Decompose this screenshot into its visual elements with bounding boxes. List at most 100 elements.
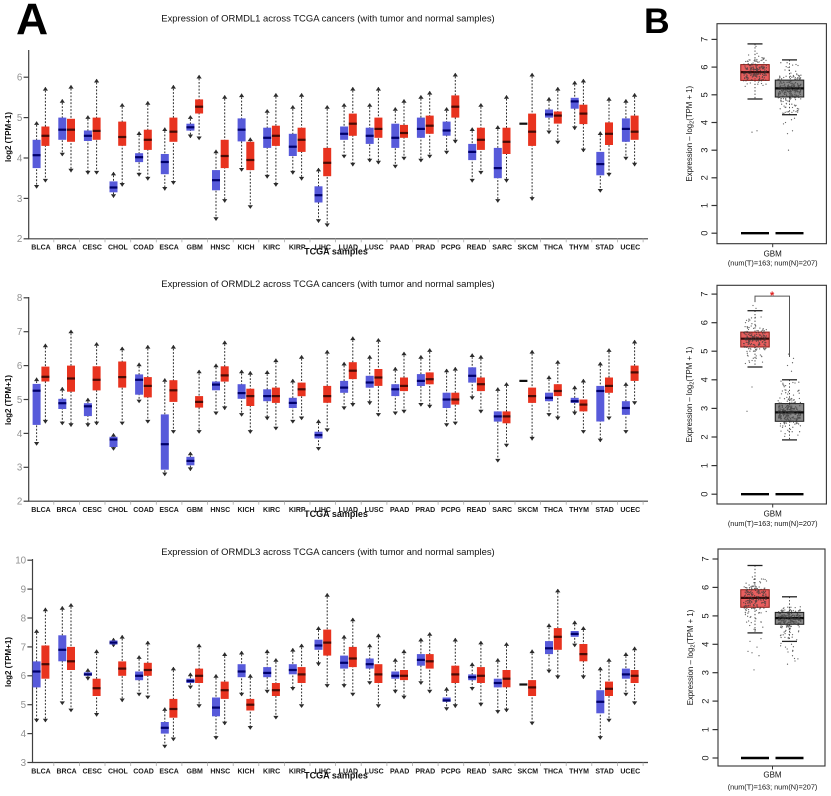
svg-text:UCEC: UCEC	[620, 769, 640, 776]
svg-text:ESCA: ESCA	[159, 769, 178, 776]
svg-text:LIHC: LIHC	[315, 507, 331, 514]
svg-text:7: 7	[700, 37, 710, 42]
svg-text:PRAD: PRAD	[415, 507, 435, 514]
svg-text:1: 1	[700, 203, 710, 208]
svg-text:3: 3	[701, 670, 711, 675]
svg-text:log2 (TPM+1): log2 (TPM+1)	[4, 637, 13, 687]
svg-text:CHOL: CHOL	[108, 507, 129, 514]
svg-text:TCGA samples: TCGA samples	[304, 509, 368, 519]
svg-text:BRCA: BRCA	[56, 769, 76, 776]
svg-text:5: 5	[17, 113, 23, 124]
svg-text:KIRC: KIRC	[263, 769, 280, 776]
svg-text:log2 (TPM+1): log2 (TPM+1)	[4, 375, 13, 425]
svg-text:6: 6	[700, 65, 710, 70]
svg-text:STAD: STAD	[595, 245, 614, 252]
svg-text:(num(T)=163; num(N)=207): (num(T)=163; num(N)=207)	[728, 783, 818, 792]
svg-text:0: 0	[700, 492, 710, 497]
svg-text:LUAD: LUAD	[339, 769, 358, 776]
svg-text:GBM: GBM	[187, 245, 204, 252]
svg-text:PAAD: PAAD	[390, 507, 409, 514]
svg-text:1: 1	[700, 463, 710, 468]
svg-text:COAD: COAD	[133, 245, 154, 252]
svg-text:CESC: CESC	[82, 507, 101, 514]
svg-text:2: 2	[17, 234, 22, 245]
svg-text:LUAD: LUAD	[339, 245, 358, 252]
svg-text:Expression of ORMDL1 across TC: Expression of ORMDL1 across TCGA cancers…	[161, 14, 494, 25]
svg-text:7: 7	[21, 642, 26, 653]
svg-text:*: *	[770, 290, 775, 302]
svg-text:7: 7	[700, 292, 710, 297]
svg-text:5: 5	[700, 92, 710, 97]
svg-text:THCA: THCA	[544, 507, 563, 514]
svg-text:3: 3	[17, 463, 23, 474]
svg-text:KIRC: KIRC	[263, 245, 280, 252]
svg-text:2: 2	[700, 175, 710, 180]
svg-text:B: B	[644, 1, 670, 41]
svg-text:COAD: COAD	[133, 769, 154, 776]
svg-text:PRAD: PRAD	[415, 245, 435, 252]
svg-text:6: 6	[701, 585, 711, 590]
svg-text:COAD: COAD	[133, 507, 154, 514]
svg-text:ESCA: ESCA	[159, 245, 178, 252]
svg-text:6: 6	[700, 320, 710, 325]
svg-text:HNSC: HNSC	[210, 507, 230, 514]
svg-text:GBM: GBM	[764, 250, 783, 259]
svg-text:5: 5	[701, 613, 711, 618]
svg-text:CHOL: CHOL	[108, 769, 129, 776]
svg-text:2: 2	[701, 699, 711, 704]
svg-text:THYM: THYM	[569, 507, 589, 514]
svg-text:8: 8	[21, 613, 27, 624]
svg-text:READ: READ	[467, 507, 487, 514]
svg-text:5: 5	[21, 700, 27, 711]
svg-text:7: 7	[17, 327, 22, 338]
svg-text:KICH: KICH	[237, 769, 254, 776]
svg-text:4: 4	[700, 120, 710, 125]
svg-text:LUSC: LUSC	[365, 507, 384, 514]
svg-text:LIHC: LIHC	[315, 245, 331, 252]
svg-text:THYM: THYM	[569, 245, 589, 252]
svg-text:KIRP: KIRP	[289, 769, 306, 776]
svg-text:KICH: KICH	[237, 507, 254, 514]
svg-text:LUSC: LUSC	[365, 245, 384, 252]
svg-text:SARC: SARC	[492, 769, 512, 776]
svg-text:TCGA samples: TCGA samples	[304, 771, 368, 781]
svg-text:GBM: GBM	[763, 771, 782, 780]
svg-text:GBM: GBM	[187, 769, 204, 776]
svg-text:5: 5	[700, 349, 710, 354]
svg-text:READ: READ	[467, 245, 487, 252]
svg-text:STAD: STAD	[595, 769, 614, 776]
svg-text:PCPG: PCPG	[441, 245, 461, 252]
svg-text:9: 9	[21, 585, 26, 596]
svg-text:3: 3	[17, 194, 23, 205]
svg-text:LUSC: LUSC	[365, 769, 384, 776]
svg-text:Expression of ORMDL3 across TC: Expression of ORMDL3 across TCGA cancers…	[161, 547, 494, 558]
svg-text:BLCA: BLCA	[31, 769, 50, 776]
svg-text:PCPG: PCPG	[441, 769, 461, 776]
svg-text:LIHC: LIHC	[315, 769, 331, 776]
svg-text:UCEC: UCEC	[620, 245, 640, 252]
svg-text:CHOL: CHOL	[108, 245, 129, 252]
svg-text:HNSC: HNSC	[210, 769, 230, 776]
svg-text:CESC: CESC	[82, 769, 101, 776]
svg-text:BRCA: BRCA	[56, 245, 76, 252]
svg-text:PRAD: PRAD	[415, 769, 435, 776]
svg-text:1: 1	[701, 727, 711, 732]
svg-text:SARC: SARC	[492, 507, 512, 514]
svg-text:4: 4	[21, 729, 27, 740]
svg-text:Expression – log2(TPM + 1): Expression – log2(TPM + 1)	[686, 609, 697, 705]
svg-text:7: 7	[701, 556, 711, 561]
svg-text:CESC: CESC	[82, 245, 101, 252]
svg-text:UCEC: UCEC	[620, 507, 640, 514]
svg-text:(num(T)=163; num(N)=207): (num(T)=163; num(N)=207)	[728, 259, 818, 268]
svg-text:THCA: THCA	[544, 769, 563, 776]
svg-text:(num(T)=163; num(N)=207): (num(T)=163; num(N)=207)	[728, 519, 818, 528]
svg-text:SKCM: SKCM	[517, 769, 538, 776]
svg-text:4: 4	[700, 377, 710, 382]
svg-text:6: 6	[17, 73, 23, 84]
svg-text:PAAD: PAAD	[390, 245, 409, 252]
svg-text:2: 2	[700, 434, 710, 439]
svg-text:THYM: THYM	[569, 769, 589, 776]
svg-text:READ: READ	[467, 769, 487, 776]
svg-text:Expression of ORMDL2 across TC: Expression of ORMDL2 across TCGA cancers…	[161, 279, 494, 290]
svg-text:THCA: THCA	[544, 245, 563, 252]
